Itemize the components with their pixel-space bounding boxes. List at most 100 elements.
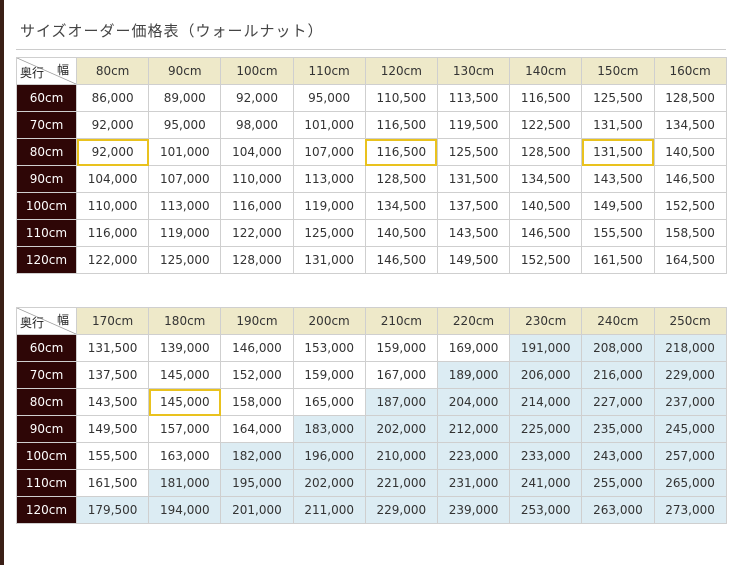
price-cell: 116,500 <box>509 84 583 112</box>
price-cell: 125,000 <box>292 219 366 247</box>
price-cell: 131,500 <box>75 334 150 362</box>
width-header-cell: 220cm <box>436 307 511 335</box>
width-header-cell: 190cm <box>220 307 294 335</box>
depth-header-cell: 90cm <box>16 415 77 443</box>
title-divider <box>16 49 726 50</box>
width-header-cell: 110cm <box>292 57 366 85</box>
price-cell: 155,500 <box>75 442 150 470</box>
price-cell: 110,500 <box>364 84 438 112</box>
width-header-cell: 90cm <box>148 57 222 85</box>
width-header-cell: 250cm <box>653 307 727 335</box>
price-cell: 104,000 <box>75 165 150 193</box>
price-cell: 125,000 <box>148 246 222 274</box>
price-cell: 206,000 <box>509 361 583 389</box>
price-cell: 152,500 <box>653 192 727 220</box>
width-label: 幅 <box>56 313 69 327</box>
price-cell: 143,500 <box>75 388 150 416</box>
table-row: 90cm 149,500 157,000 164,000 183,000 202,000 2… <box>16 415 727 443</box>
price-cell: 229,000 <box>364 496 438 524</box>
price-cell: 157,000 <box>148 415 222 443</box>
table-row: 100cm 110,000 113,000 116,000 119,000 134,500… <box>16 192 727 220</box>
price-cell: 119,000 <box>148 219 222 247</box>
table-row: 120cm 122,000 125,000 128,000 131,000 146,500… <box>16 246 727 274</box>
width-header-cell: 170cm <box>75 307 150 335</box>
price-cell: 158,500 <box>653 219 727 247</box>
depth-header-cell: 100cm <box>16 192 77 220</box>
price-cell: 146,500 <box>653 165 727 193</box>
price-cell: 161,500 <box>75 469 150 497</box>
price-cell: 146,500 <box>509 219 583 247</box>
price-cell: 128,500 <box>653 84 727 112</box>
price-cell: 223,000 <box>436 442 511 470</box>
price-cell-highlighted: 116,500 <box>364 138 438 166</box>
price-cell: 233,000 <box>509 442 583 470</box>
price-cell: 208,000 <box>581 334 655 362</box>
price-cell: 113,000 <box>148 192 222 220</box>
price-cell: 149,500 <box>436 246 511 274</box>
price-cell: 195,000 <box>220 469 294 497</box>
price-cell: 101,000 <box>148 138 222 166</box>
price-cell: 128,500 <box>509 138 583 166</box>
price-cell: 204,000 <box>436 388 511 416</box>
table-row: 70cm 92,000 95,000 98,000 101,000 116,500 119,… <box>16 111 727 139</box>
price-cell: 92,000 <box>220 84 294 112</box>
depth-header-cell: 120cm <box>16 496 77 524</box>
depth-header-cell: 80cm <box>16 138 77 166</box>
price-cell: 187,000 <box>364 388 438 416</box>
price-cell: 140,500 <box>509 192 583 220</box>
price-cell: 212,000 <box>436 415 511 443</box>
price-cell: 131,500 <box>436 165 511 193</box>
price-cell: 210,000 <box>364 442 438 470</box>
price-cell: 131,000 <box>292 246 366 274</box>
price-cell: 134,500 <box>364 192 438 220</box>
price-cell: 201,000 <box>220 496 294 524</box>
price-cell: 125,500 <box>581 84 655 112</box>
price-cell: 95,000 <box>292 84 366 112</box>
price-cell: 159,000 <box>292 361 366 389</box>
price-cell: 107,000 <box>292 138 366 166</box>
price-cell: 146,000 <box>220 334 294 362</box>
depth-header-cell: 80cm <box>16 388 77 416</box>
price-cell: 134,500 <box>509 165 583 193</box>
depth-header-cell: 120cm <box>16 246 77 274</box>
price-cell: 211,000 <box>292 496 366 524</box>
price-cell: 231,000 <box>436 469 511 497</box>
price-cell: 116,500 <box>364 111 438 139</box>
page-title: サイズオーダー価格表（ウォールナット） <box>20 22 324 40</box>
price-cell: 122,000 <box>220 219 294 247</box>
price-cell: 143,500 <box>581 165 655 193</box>
price-cell: 164,500 <box>653 246 727 274</box>
diagonal-divider <box>17 308 76 334</box>
price-cell: 125,500 <box>436 138 511 166</box>
table-row: 60cm 131,500 139,000 146,000 153,000 159,000 1… <box>16 334 727 362</box>
price-cell: 225,000 <box>509 415 583 443</box>
width-header-cell: 210cm <box>364 307 438 335</box>
price-cell: 265,000 <box>653 469 727 497</box>
depth-header-cell: 60cm <box>16 84 77 112</box>
price-cell: 152,000 <box>220 361 294 389</box>
depth-header-cell: 70cm <box>16 111 77 139</box>
price-cell: 216,000 <box>581 361 655 389</box>
price-cell: 255,000 <box>581 469 655 497</box>
depth-label: 奥行 <box>20 316 45 330</box>
width-header-cell: 100cm <box>220 57 294 85</box>
width-header-cell: 80cm <box>75 57 150 85</box>
price-cell: 241,000 <box>509 469 583 497</box>
price-cell: 137,500 <box>436 192 511 220</box>
price-cell: 89,000 <box>148 84 222 112</box>
price-cell: 149,500 <box>581 192 655 220</box>
price-cell: 257,000 <box>653 442 727 470</box>
depth-header-cell: 70cm <box>16 361 77 389</box>
width-header-cell: 200cm <box>292 307 366 335</box>
price-cell: 153,000 <box>292 334 366 362</box>
price-cell: 167,000 <box>364 361 438 389</box>
price-cell: 263,000 <box>581 496 655 524</box>
price-cell: 119,000 <box>292 192 366 220</box>
price-cell: 107,000 <box>148 165 222 193</box>
price-cell: 116,000 <box>220 192 294 220</box>
price-cell-highlighted: 92,000 <box>75 138 150 166</box>
table-row: 110cm 161,500 181,000 195,000 202,000 221,000… <box>16 469 727 497</box>
price-cell: 122,500 <box>509 111 583 139</box>
price-cell: 131,500 <box>581 111 655 139</box>
price-cell: 273,000 <box>653 496 727 524</box>
